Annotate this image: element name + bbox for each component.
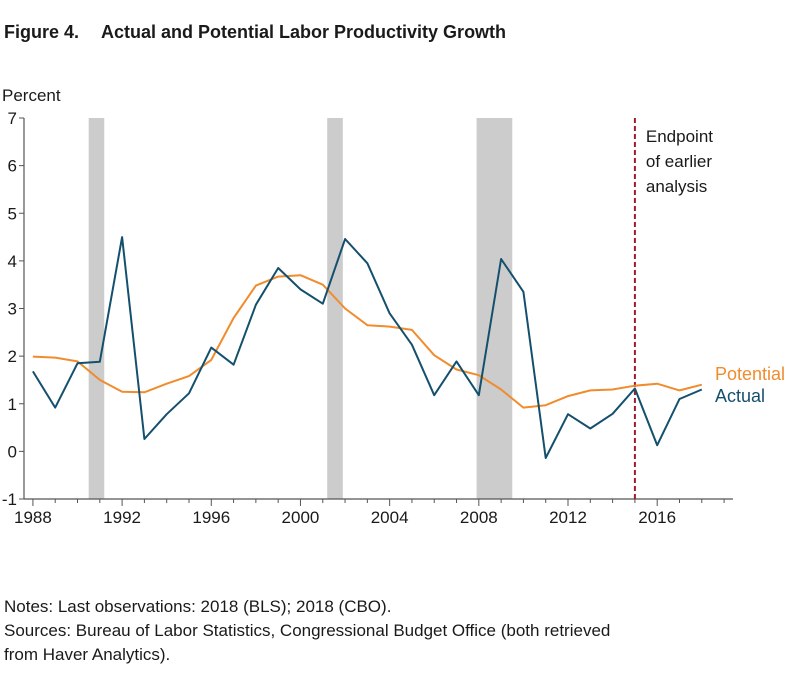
y-tick-label: 6: [8, 157, 17, 176]
y-axis-label: Percent: [2, 86, 61, 105]
series-lines: [32, 236, 703, 459]
series-line-potential: [32, 274, 703, 409]
axes: -1 0 1 2 3 4 5 6 7 1988 1992 1996 2000 2004 2008 2012 20…: [2, 109, 733, 527]
y-tick-label: 7: [8, 109, 17, 128]
recession-bands: [88, 118, 513, 499]
recession-band: [327, 118, 343, 499]
figure-title: Figure 4. Actual and Potential Labor Prod…: [4, 22, 506, 43]
y-tick-label: 2: [8, 347, 17, 366]
legend-label-potential: Potential: [715, 364, 785, 384]
notes-line: Notes: Last observations: 2018 (BLS); 20…: [4, 597, 392, 616]
x-tick-label: 1996: [192, 508, 230, 527]
x-tick-label: 2012: [549, 508, 587, 527]
reference-line-label: of earlier: [646, 152, 712, 171]
recession-band: [476, 118, 513, 499]
y-tick-label: 3: [8, 300, 17, 319]
x-tick-label: 2016: [638, 508, 676, 527]
sources-line-1: Sources: Bureau of Labor Statistics, Con…: [4, 621, 611, 640]
series-line-actual: [32, 236, 703, 459]
x-tick-label: 2000: [282, 508, 320, 527]
y-tick-label: 0: [8, 442, 17, 461]
y-tick-label: 1: [8, 395, 17, 414]
x-tick-label: 2008: [460, 508, 498, 527]
sources-line-2: from Haver Analytics).: [4, 645, 171, 664]
x-tick-label: 2004: [371, 508, 409, 527]
reference-line-group: Endpoint of earlier analysis: [633, 118, 713, 499]
chart: Percent -1 0 1 2 3 4 5 6 7 1988 1992 1996 2000 2004 20…: [2, 86, 785, 527]
reference-line-label: analysis: [646, 177, 707, 196]
notes: Notes: Last observations: 2018 (BLS); 20…: [4, 595, 610, 667]
reference-line-label: Endpoint: [646, 127, 713, 146]
figure-title-text: Actual and Potential Labor Productivity …: [101, 22, 507, 42]
y-tick-label: -1: [2, 490, 17, 509]
recession-band: [88, 118, 105, 499]
figure-number: Figure 4.: [4, 22, 80, 42]
x-tick-label: 1992: [103, 508, 141, 527]
legend-label-actual: Actual: [715, 386, 765, 406]
y-tick-label: 5: [8, 204, 17, 223]
x-tick-label: 1988: [14, 508, 52, 527]
y-tick-label: 4: [8, 252, 17, 271]
